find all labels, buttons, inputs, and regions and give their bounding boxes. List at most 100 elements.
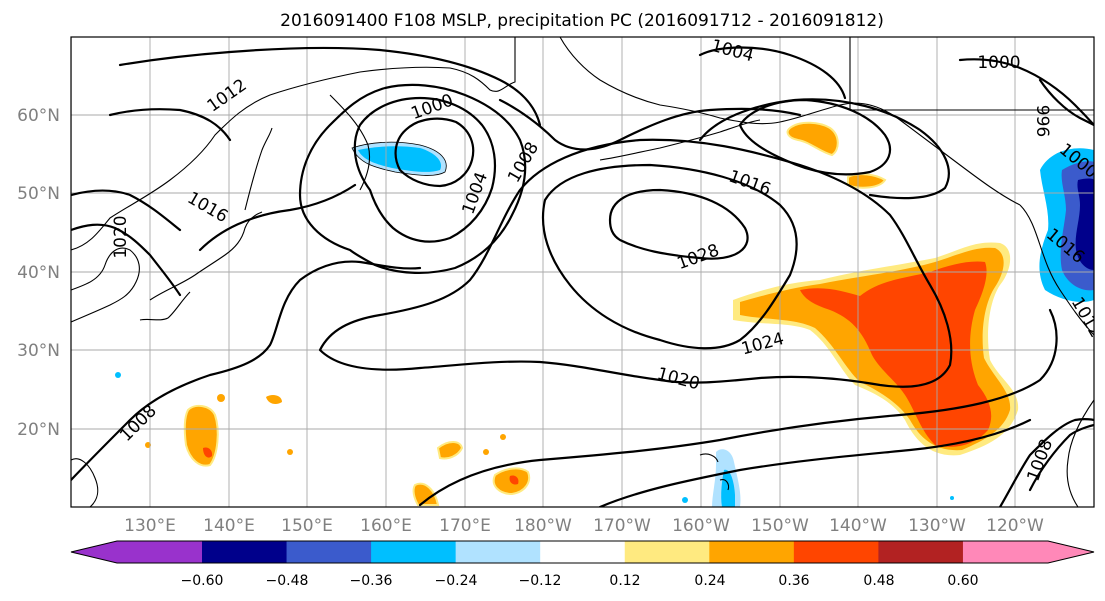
lon-label: 140°W	[829, 516, 887, 536]
coast-north-america	[1019, 204, 1094, 336]
isobar-1008	[298, 83, 527, 274]
coast-alaska	[559, 37, 1021, 206]
colorbar-tick-label: 0.48	[863, 573, 894, 589]
colorbar-tick-label: −0.60	[181, 573, 224, 589]
lat-label: 30°N	[17, 341, 60, 361]
colorbar-tick-label: 0.36	[778, 573, 809, 589]
lon-label: 180°W	[514, 516, 572, 536]
latitude-labels: 60°N 50°N 40°N 30°N 20°N	[17, 106, 60, 440]
colorbar-extend-low	[71, 541, 117, 563]
longitude-labels: 130°E 140°E 150°E 160°E 170°E 180°W 170°…	[124, 516, 1044, 536]
lon-label: 120°W	[986, 516, 1044, 536]
isobar-1020-south	[418, 308, 1058, 507]
isobar-1016-loop	[498, 98, 802, 151]
isobar-1016-west	[71, 189, 182, 232]
colorbar-segment	[793, 541, 879, 563]
precip-area-central-pacific-red	[509, 475, 519, 485]
isobar-label: 1020	[111, 215, 131, 258]
isobar-label: 1000	[977, 53, 1020, 73]
isobar-1000-ne	[958, 58, 1094, 127]
lon-label: 150°E	[281, 516, 333, 536]
coast-sakhalin	[244, 127, 273, 211]
colorbar-segment	[962, 541, 1049, 563]
lon-label: 150°W	[751, 516, 809, 536]
lat-label: 60°N	[17, 106, 60, 126]
isobar-label: 996	[1032, 105, 1052, 137]
colorbar-tick-label: 0.12	[609, 573, 640, 589]
isobar-1016-south	[598, 418, 1032, 507]
isobar-1028	[608, 188, 749, 260]
coastlines	[71, 37, 1094, 507]
precip-dot	[217, 394, 225, 402]
precip-dot-negative	[950, 496, 954, 500]
colorbar-segment	[709, 541, 795, 563]
lon-label: 140°E	[203, 516, 255, 536]
precip-negative-shading	[115, 141, 1094, 507]
precip-dot-negative	[115, 372, 121, 378]
colorbar-segment	[540, 541, 626, 563]
lon-label: 160°E	[360, 516, 412, 536]
colorbar-segment	[117, 541, 203, 563]
isobar-1000-okhotsk	[394, 117, 475, 188]
colorbar-segment	[371, 541, 457, 563]
colorbar-segment	[286, 541, 372, 563]
isobar-1012-alaska	[698, 98, 950, 200]
coast-asia-mainland	[71, 37, 516, 251]
isobar-1012-west2	[108, 108, 232, 142]
colorbar-tick-label: 0.24	[694, 573, 725, 589]
precip-area-south-edge	[412, 482, 440, 506]
isobar-1012-west	[118, 46, 542, 127]
isobar-1020-main	[318, 138, 953, 388]
precip-dot-negative	[682, 497, 688, 503]
precip-area-pacific-northwest-navy	[1075, 178, 1094, 270]
coast-korea-china	[71, 247, 140, 323]
colorbar-tick-label: −0.12	[519, 573, 562, 589]
precip-area-okhotsk-blue	[358, 146, 442, 172]
coast-mexico	[1066, 399, 1094, 507]
colorbar-tick-label: −0.24	[435, 573, 478, 589]
colorbar-tick-label: −0.48	[266, 573, 309, 589]
coast-japan	[139, 211, 263, 321]
colorbar-extend-high	[1048, 541, 1094, 563]
lat-label: 40°N	[17, 263, 60, 283]
precip-area-western-pacific-red	[203, 447, 213, 458]
lon-label: 130°E	[124, 516, 176, 536]
isobar-1004	[353, 96, 497, 243]
colorbar-outline	[70, 540, 1095, 564]
isobar-1008-se	[1028, 423, 1094, 492]
isobars	[71, 46, 1094, 507]
isobar-1024	[541, 163, 798, 350]
colorbar-ticks: −0.60 −0.48 −0.36 −0.24 −0.12 0.12 0.24 …	[181, 573, 979, 589]
colorbar-tick-label: −0.36	[350, 573, 393, 589]
lat-label: 50°N	[17, 184, 60, 204]
precip-area-gulf-alaska	[786, 121, 839, 157]
colorbar-segment	[878, 541, 964, 563]
lat-label: 20°N	[17, 420, 60, 440]
colorbar-segments	[117, 541, 1049, 563]
isobar-1016-lower	[71, 260, 422, 482]
isobar-1012-south	[998, 418, 1094, 507]
coast-kamchatka	[329, 94, 371, 191]
isobar-1016-main	[198, 183, 357, 252]
map-frame	[70, 36, 1095, 508]
colorbar: −0.60 −0.48 −0.36 −0.24 −0.12 0.12 0.24 …	[70, 540, 1095, 589]
isobar-1004-alaska	[698, 46, 847, 100]
precip-area-northeast-pacific-red	[800, 261, 992, 447]
coast-canada-border	[849, 37, 1094, 111]
precip-dot	[483, 449, 489, 455]
precip-dot	[500, 434, 506, 440]
lon-label: 130°W	[908, 516, 966, 536]
lon-label: 160°W	[672, 516, 730, 536]
colorbar-tick-label: 0.60	[947, 573, 978, 589]
colorbar-segment	[624, 541, 710, 563]
coast-hawaii	[699, 453, 730, 491]
coast-philippines	[71, 458, 99, 507]
isobar-1020-west	[71, 223, 182, 297]
lon-label: 170°E	[439, 516, 491, 536]
precip-dot	[287, 449, 293, 455]
precip-area-dateline-small	[266, 394, 282, 405]
colorbar-segment	[455, 541, 541, 563]
colorbar-segment	[202, 541, 288, 563]
precip-area-central-pacific-2	[436, 441, 464, 460]
